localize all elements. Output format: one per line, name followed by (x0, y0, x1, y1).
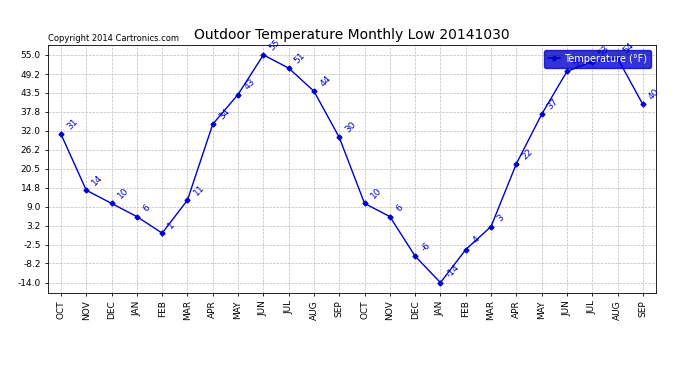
Text: 54: 54 (622, 41, 636, 56)
Text: 50: 50 (571, 54, 586, 69)
Text: 6: 6 (394, 203, 404, 214)
Text: 31: 31 (65, 117, 79, 131)
Text: 22: 22 (520, 147, 535, 161)
Text: 55: 55 (268, 38, 282, 52)
Text: 11: 11 (192, 183, 206, 197)
Text: 44: 44 (318, 74, 333, 88)
Text: 30: 30 (344, 120, 358, 135)
Text: 51: 51 (293, 51, 307, 65)
Text: 14: 14 (90, 173, 105, 188)
Text: 40: 40 (647, 87, 662, 102)
Text: 3: 3 (495, 213, 506, 224)
Text: 1: 1 (166, 220, 177, 230)
Text: 53: 53 (596, 44, 611, 59)
Title: Outdoor Temperature Monthly Low 20141030: Outdoor Temperature Monthly Low 20141030 (194, 28, 510, 42)
Text: 37: 37 (546, 97, 560, 111)
Text: 10: 10 (116, 186, 130, 201)
Text: 34: 34 (217, 107, 231, 122)
Text: 10: 10 (368, 186, 383, 201)
Text: -4: -4 (470, 234, 482, 247)
Text: -6: -6 (420, 241, 432, 254)
Text: Copyright 2014 Cartronics.com: Copyright 2014 Cartronics.com (48, 33, 179, 42)
Text: 6: 6 (141, 203, 151, 214)
Text: 43: 43 (242, 77, 257, 92)
Text: -14: -14 (444, 263, 462, 280)
Legend: Temperature (°F): Temperature (°F) (544, 50, 651, 68)
